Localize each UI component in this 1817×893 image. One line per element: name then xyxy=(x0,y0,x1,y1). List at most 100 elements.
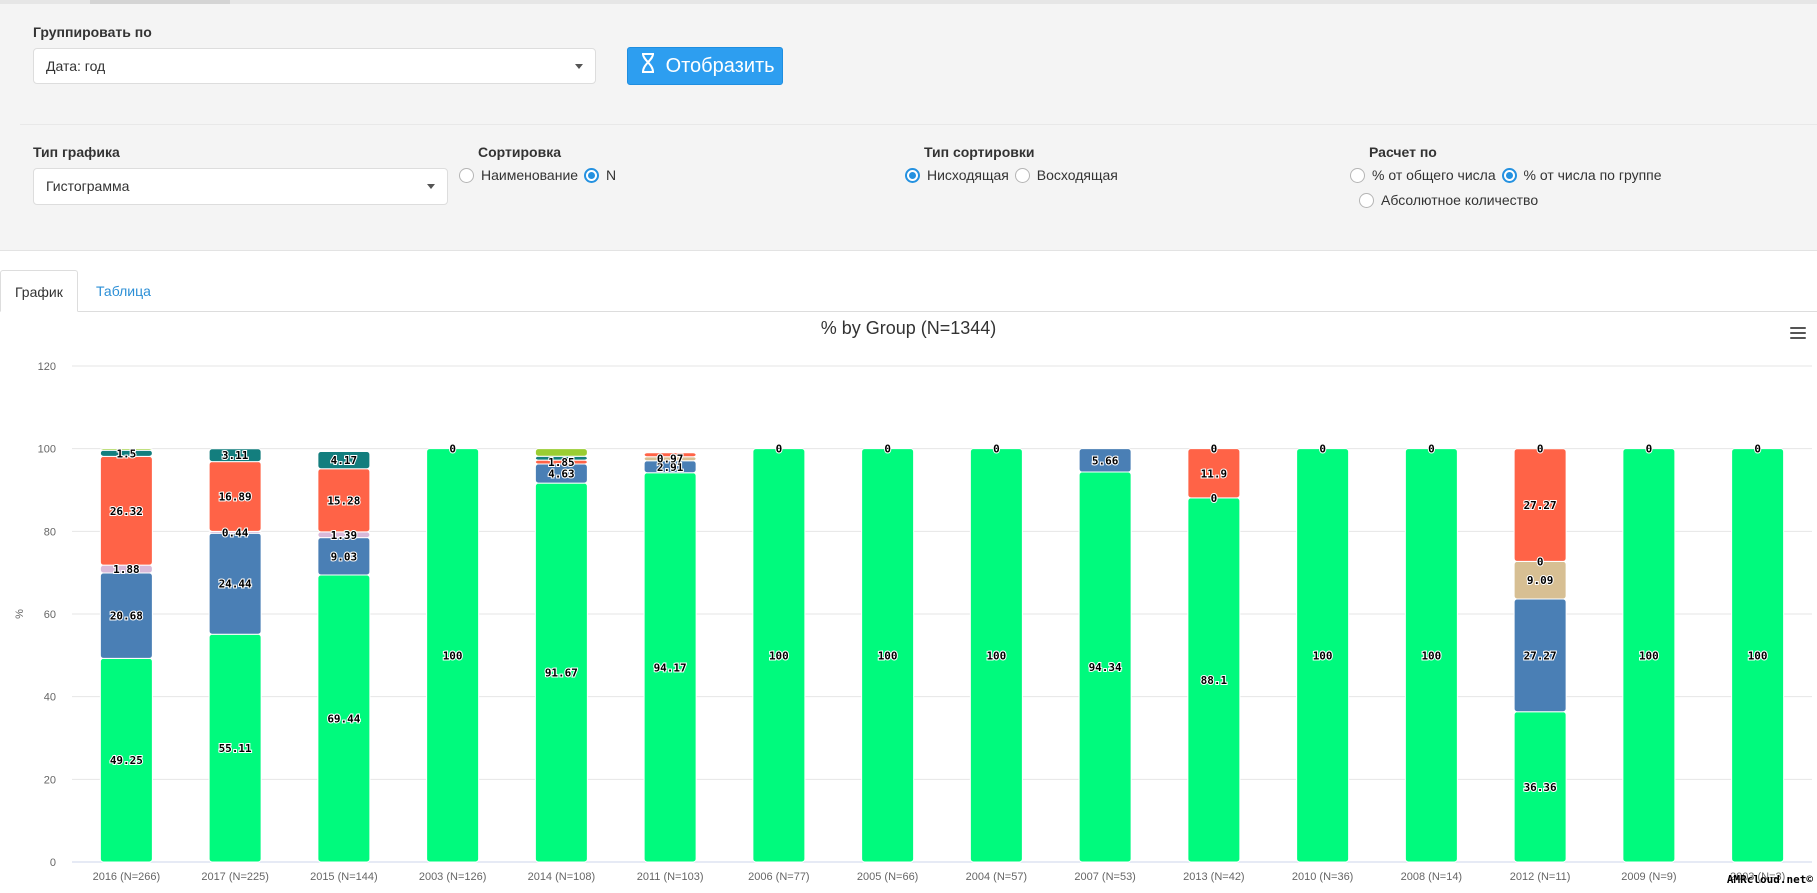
data-label: 100 xyxy=(443,649,463,662)
sort-label: Сортировка xyxy=(478,144,561,160)
data-label: 0 xyxy=(1537,555,1544,568)
sort-option-n-label: N xyxy=(605,167,617,183)
data-label: 1.5 xyxy=(116,447,136,460)
data-label: 3.11 xyxy=(222,449,249,462)
data-label: 27.27 xyxy=(1524,649,1557,662)
top-strip-active-segment xyxy=(90,0,230,4)
chevron-down-icon xyxy=(575,64,583,69)
data-label: 20.68 xyxy=(110,610,143,623)
data-label: 55.11 xyxy=(219,742,252,755)
data-label: 100 xyxy=(1639,649,1659,662)
x-tick-label: 2004 (N=57) xyxy=(966,871,1027,883)
panel-divider xyxy=(20,124,1817,125)
sort-option-name-label: Наименование xyxy=(481,167,579,183)
tab-bar: График Таблица xyxy=(0,270,1817,312)
bar-segment xyxy=(534,448,588,457)
chevron-down-icon xyxy=(427,184,435,189)
sort-type-label: Тип сортировки xyxy=(924,144,1035,160)
radio-icon xyxy=(1359,193,1374,208)
y-axis-title: % xyxy=(14,609,26,619)
data-label: 4.17 xyxy=(331,454,358,467)
x-tick-label: 2013 (N=42) xyxy=(1183,871,1244,883)
data-label: 91.67 xyxy=(545,667,578,680)
sort-type-radio-group: Нисходящая Восходящая xyxy=(905,167,1120,183)
data-label: 94.17 xyxy=(654,661,687,674)
data-label: 100 xyxy=(1313,649,1333,662)
bar-segment xyxy=(752,448,806,863)
data-label: 1.85 xyxy=(548,456,575,469)
tab-chart[interactable]: График xyxy=(0,270,78,312)
y-tick-label: 60 xyxy=(44,609,56,621)
x-tick-label: 2003 (N=3) xyxy=(1730,871,1785,883)
calc-radio-group-row1: % от общего числа % от числа по группе xyxy=(1350,167,1664,183)
calc-option-absolute[interactable]: Абсолютное количество xyxy=(1359,192,1538,208)
x-tick-label: 2010 (N=36) xyxy=(1292,871,1353,883)
watermark: AMRcloud.net© xyxy=(1726,873,1813,886)
chart-type-label: Тип графика xyxy=(33,144,120,160)
calc-option-absolute-label: Абсолютное количество xyxy=(1381,192,1539,208)
data-label: 9.03 xyxy=(331,550,358,563)
sort-option-n[interactable]: N xyxy=(583,167,617,183)
controls-panel: Группировать по Дата: год Отобразить Тип… xyxy=(0,4,1817,251)
sort-type-desc-label: Нисходящая xyxy=(927,167,1009,183)
radio-selected-icon xyxy=(1501,168,1517,183)
sort-type-desc[interactable]: Нисходящая xyxy=(905,167,1009,183)
chart-title: % by Group (N=1344) xyxy=(820,318,997,338)
bar-chart: 0 20 40 60 80 100 120% 2016 (N=266) 49.25 20.68 1.… xyxy=(14,361,1812,883)
radio-icon xyxy=(1350,168,1365,183)
group-by-select[interactable]: Дата: год xyxy=(33,48,596,84)
bar-segment xyxy=(1404,448,1458,863)
x-tick-label: 2011 (N=103) xyxy=(637,871,704,883)
data-label: 0 xyxy=(884,443,891,456)
data-label: 100 xyxy=(878,649,898,662)
x-tick-label: 2003 (N=126) xyxy=(419,871,487,883)
data-label: 0.97 xyxy=(657,453,684,466)
data-label: 9.09 xyxy=(1527,574,1554,587)
chart-type-value: Гистограмма xyxy=(46,178,130,194)
x-tick-label: 2007 (N=53) xyxy=(1074,871,1135,883)
data-label: 0 xyxy=(1211,492,1218,505)
sort-option-name[interactable]: Наименование xyxy=(459,167,578,183)
data-label: 0 xyxy=(1646,443,1653,456)
y-tick-label: 100 xyxy=(38,444,56,456)
data-label: 100 xyxy=(1748,649,1768,662)
x-tick-label: 2009 (N=9) xyxy=(1621,871,1676,883)
calc-option-total[interactable]: % от общего числа xyxy=(1350,167,1496,183)
x-tick-label: 2016 (N=266) xyxy=(93,871,161,883)
y-tick-label: 20 xyxy=(44,774,56,786)
data-label: 0 xyxy=(449,443,456,456)
hourglass-icon xyxy=(640,49,656,85)
x-tick-label: 2017 (N=225) xyxy=(201,871,269,883)
bar-segment xyxy=(969,448,1023,863)
data-label: 27.27 xyxy=(1524,499,1557,512)
bar-segment xyxy=(426,448,480,863)
data-label: 88.1 xyxy=(1201,674,1228,687)
data-label: 94.34 xyxy=(1089,661,1122,674)
data-label: 0.44 xyxy=(222,526,249,539)
y-tick-label: 120 xyxy=(38,361,56,373)
data-label: 2.91 xyxy=(657,461,684,474)
tab-table[interactable]: Таблица xyxy=(96,283,151,299)
calc-option-group[interactable]: % от числа по группе xyxy=(1501,167,1662,183)
bar-segment xyxy=(99,448,153,451)
hamburger-menu-icon[interactable] xyxy=(1790,327,1806,341)
bar-segment xyxy=(1187,448,1241,499)
data-label: 24.44 xyxy=(219,578,252,591)
sort-radio-group: Наименование N xyxy=(459,167,618,183)
data-label: 0 xyxy=(1537,443,1544,456)
display-button[interactable]: Отобразить xyxy=(627,47,783,85)
bar-segment xyxy=(1622,448,1676,863)
data-label: 4.63 xyxy=(548,468,575,481)
data-label: 36.36 xyxy=(1524,781,1557,794)
x-tick-label: 2014 (N=108) xyxy=(528,871,596,883)
sort-type-asc-label: Восходящая xyxy=(1036,167,1118,183)
bar-segment xyxy=(1078,448,1132,473)
bar-segment xyxy=(643,452,697,458)
data-label: 100 xyxy=(769,649,789,662)
chart-type-select[interactable]: Гистограмма xyxy=(33,168,448,205)
data-label: 100 xyxy=(986,649,1006,662)
y-tick-label: 0 xyxy=(50,857,56,869)
data-label: 0 xyxy=(776,443,783,456)
data-label: 1.88 xyxy=(113,563,140,576)
sort-type-asc[interactable]: Восходящая xyxy=(1014,167,1118,183)
